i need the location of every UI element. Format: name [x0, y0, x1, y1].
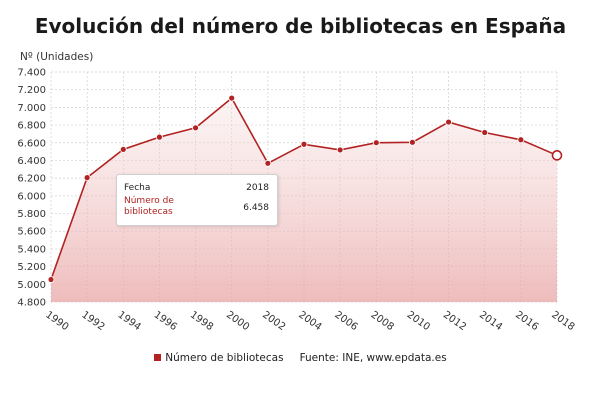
data-point[interactable]: [300, 140, 308, 148]
x-tick-label: 1996: [152, 309, 179, 333]
x-tick-label: 2014: [477, 309, 504, 333]
x-tick-label: 2002: [260, 309, 287, 333]
tooltip-series-label: Número de bibliotecas: [124, 196, 174, 217]
data-point[interactable]: [83, 174, 91, 182]
x-tick-label: 1992: [79, 309, 106, 333]
x-tick-label: 2016: [513, 309, 540, 333]
y-tick-label: 7.000: [17, 103, 46, 114]
data-point[interactable]: [47, 276, 55, 283]
data-point[interactable]: [192, 124, 199, 132]
data-point[interactable]: [409, 138, 416, 146]
x-axis-ticks: 1990 1992 1994 1996 1998 2000 2002 2004 2006 2008…: [43, 309, 576, 333]
y-tick-label: 6.800: [17, 121, 46, 132]
x-tick-label: 2012: [441, 309, 468, 333]
data-point[interactable]: [481, 129, 489, 136]
y-tick-label: 6.000: [17, 191, 46, 202]
y-tick-label: 5.600: [17, 227, 46, 238]
x-tick-label: 2010: [405, 309, 432, 333]
data-tooltip: Fecha 2018 Número de bibliotecas 6.458: [116, 174, 278, 226]
data-point[interactable]: [264, 159, 272, 167]
data-point[interactable]: [517, 136, 525, 144]
data-point[interactable]: [445, 118, 452, 126]
y-tick-label: 7.400: [17, 68, 46, 79]
y-tick-label: 7.200: [17, 85, 46, 96]
y-tick-label: 5.200: [17, 262, 46, 273]
tooltip-date-label: Fecha: [124, 183, 151, 193]
data-point[interactable]: [551, 150, 563, 161]
data-point[interactable]: [228, 94, 236, 102]
legend-series-name[interactable]: Número de bibliotecas: [165, 352, 284, 364]
y-tick-label: 5.400: [17, 244, 46, 255]
legend: Número de bibliotecas Fuente: INE, www.ep…: [0, 352, 601, 364]
source-note: Fuente: INE, www.epdata.es: [299, 352, 447, 364]
y-axis-label: Nº (Unidades): [20, 51, 94, 63]
data-point[interactable]: [156, 133, 163, 141]
x-tick-label: 2008: [369, 309, 396, 333]
chart-title: Evolución del número de bibliotecas en E…: [34, 14, 567, 38]
legend-swatch: [154, 354, 162, 361]
y-tick-label: 6.600: [17, 138, 46, 149]
y-tick-label: 6.200: [17, 174, 46, 185]
x-tick-label: 1998: [188, 309, 215, 333]
data-point[interactable]: [119, 146, 127, 153]
x-tick-label: 2000: [224, 309, 251, 333]
y-axis-ticks: 4.800 5.000 5.200 5.400 5.600 5.800 6.000 6.200…: [17, 68, 46, 309]
y-tick-label: 5.800: [17, 209, 46, 220]
series-area: [51, 98, 557, 302]
data-point[interactable]: [372, 139, 380, 147]
x-tick-label: 1990: [43, 309, 70, 333]
x-tick-label: 2004: [296, 309, 323, 333]
x-tick-label: 1994: [116, 309, 143, 333]
y-tick-label: 6.400: [17, 156, 46, 167]
tooltip-date-value: 2018: [246, 183, 269, 193]
data-point[interactable]: [336, 146, 344, 154]
x-tick-label: 2018: [549, 309, 576, 333]
series-points: [47, 94, 563, 283]
y-tick-label: 4.800: [17, 298, 46, 309]
y-tick-label: 5.000: [17, 280, 46, 291]
x-tick-label: 2006: [332, 309, 359, 333]
tooltip-series-value: 6.458: [243, 203, 269, 213]
